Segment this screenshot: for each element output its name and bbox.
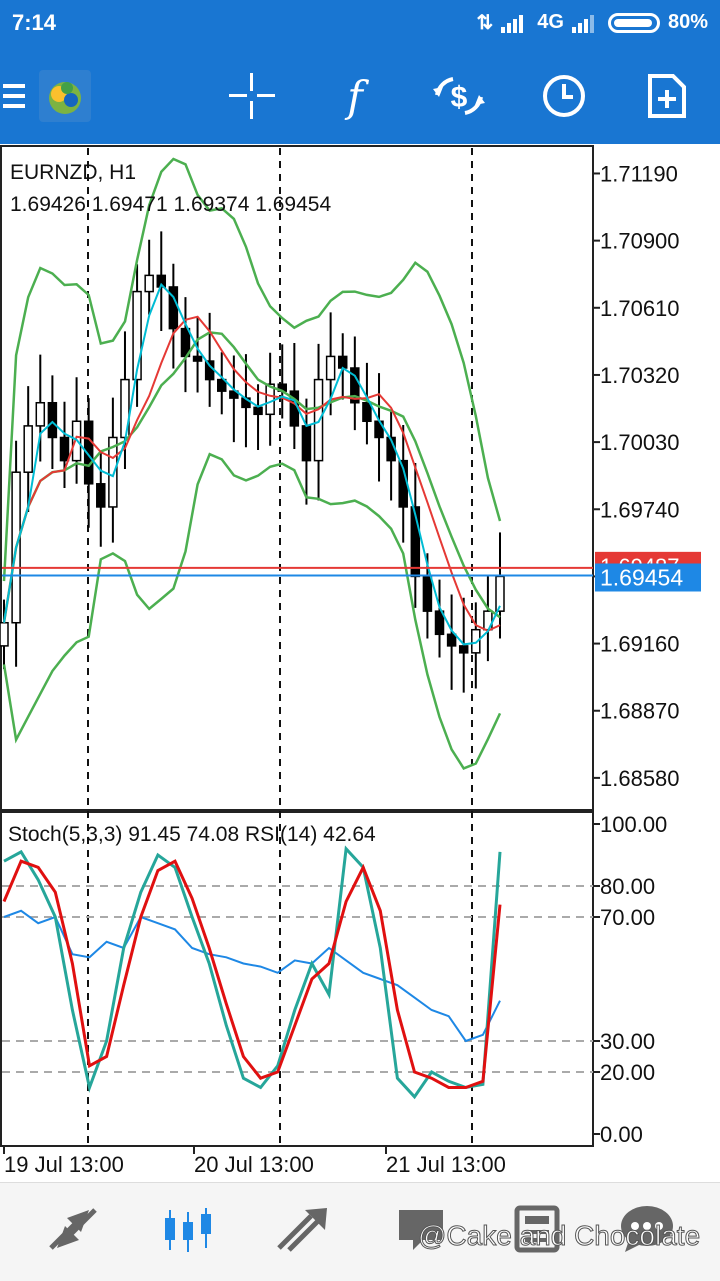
crosshair-icon[interactable] bbox=[217, 48, 287, 144]
candle bbox=[471, 628, 481, 654]
candle bbox=[217, 378, 227, 392]
oscillator-tick-label: 0.00 bbox=[600, 1122, 643, 1147]
candle bbox=[337, 355, 348, 369]
price-tick-label: 1.69740 bbox=[600, 497, 680, 522]
period-icon[interactable] bbox=[529, 48, 599, 144]
candle bbox=[108, 436, 118, 508]
messages-icon[interactable] bbox=[612, 1199, 682, 1259]
symbol-label: EURNZD, H1 bbox=[10, 161, 136, 184]
candle bbox=[362, 401, 372, 423]
candle bbox=[96, 483, 106, 508]
ohlc-label: 1.69426 1.69471 1.69374 1.69454 bbox=[10, 193, 331, 216]
battery-icon bbox=[607, 12, 660, 33]
price-tick-label: 1.70610 bbox=[600, 296, 680, 321]
clock-time: 7:14 bbox=[12, 10, 57, 35]
bid-price-label: 1.69454 bbox=[600, 564, 683, 590]
svg-text:$: $ bbox=[451, 81, 468, 114]
candle bbox=[253, 406, 263, 416]
oscillator-tick-label: 20.00 bbox=[600, 1060, 655, 1085]
oscillator-tick-label: 100.00 bbox=[600, 812, 667, 837]
app-logo[interactable] bbox=[30, 48, 100, 144]
bollinger-upper-line bbox=[2, 157, 502, 582]
candle bbox=[0, 621, 9, 647]
time-tick-label: 21 Jul 13:00 bbox=[386, 1152, 506, 1177]
price-tick-label: 1.68580 bbox=[600, 766, 680, 791]
candle bbox=[59, 436, 70, 462]
oscillator-tick-label: 30.00 bbox=[600, 1029, 655, 1054]
status-bar: 7:14 ⇅ 4G 80% bbox=[0, 0, 720, 48]
quotes-icon[interactable] bbox=[38, 1199, 108, 1259]
moving-average-fast bbox=[3, 282, 501, 646]
candle bbox=[132, 290, 142, 381]
chart-area[interactable]: 1.71190 1.70900 1.70610 1.70320 1.70030 1.697… bbox=[0, 144, 720, 1180]
bottom-navigation bbox=[0, 1182, 720, 1281]
trade-nav-icon[interactable] bbox=[268, 1199, 338, 1259]
candle bbox=[23, 425, 33, 473]
candle bbox=[83, 420, 94, 485]
price-tick-label: 1.68870 bbox=[600, 699, 680, 724]
candle bbox=[47, 401, 58, 439]
rsi-line bbox=[3, 909, 501, 1043]
candle bbox=[204, 360, 215, 381]
candle bbox=[446, 633, 457, 647]
oscillator-label: Stoch(5,3,3) 91.45 74.08 RSI(14) 42.64 bbox=[8, 823, 376, 846]
candle bbox=[301, 425, 312, 462]
trade-icon[interactable]: $ bbox=[424, 48, 494, 144]
bid-price-tag bbox=[595, 563, 701, 592]
news-icon[interactable] bbox=[500, 1199, 570, 1259]
candle bbox=[325, 355, 336, 381]
price-tick-label: 1.69160 bbox=[600, 632, 680, 657]
status-icons: ⇅ 4G 80% bbox=[477, 10, 708, 35]
price-tick-label: 1.70320 bbox=[600, 363, 680, 388]
stochastic-main-line bbox=[3, 845, 502, 1100]
price-tick-label: 1.70030 bbox=[600, 430, 680, 455]
chart-icon[interactable] bbox=[154, 1199, 224, 1259]
oscillator-frame bbox=[0, 811, 594, 1147]
signal-icon-2 bbox=[571, 13, 600, 33]
candle bbox=[192, 355, 203, 362]
history-icon[interactable] bbox=[386, 1199, 456, 1259]
watermark-text: @Cake and Chocolate bbox=[417, 1220, 701, 1252]
price-tick-label: 1.71190 bbox=[600, 161, 678, 186]
menu-icon[interactable] bbox=[0, 48, 50, 144]
price-tick-label: 1.70900 bbox=[600, 229, 680, 254]
moving-average-slow bbox=[3, 315, 501, 632]
battery-percent: 80% bbox=[667, 11, 708, 33]
indicators-icon[interactable]: f bbox=[347, 71, 363, 121]
candle bbox=[434, 610, 445, 636]
signal-icon bbox=[501, 13, 529, 33]
candle bbox=[458, 645, 469, 654]
time-tick-label: 20 Jul 13:00 bbox=[194, 1152, 314, 1177]
price-chart[interactable]: 1.71190 1.70900 1.70610 1.70320 1.70030 1.697… bbox=[0, 144, 720, 1180]
network-type: 4G bbox=[537, 11, 564, 33]
oscillator-tick-label: 80.00 bbox=[600, 874, 655, 899]
candle bbox=[422, 575, 433, 612]
candle bbox=[35, 401, 46, 427]
candle bbox=[350, 367, 360, 404]
bollinger-lower-line bbox=[2, 452, 502, 770]
time-tick-label: 19 Jul 13:00 bbox=[4, 1152, 124, 1177]
candle bbox=[229, 390, 239, 399]
stochastic-signal-line bbox=[2, 859, 502, 1089]
candle bbox=[144, 274, 154, 293]
add-chart-icon[interactable] bbox=[632, 48, 702, 144]
bollinger-middle-line bbox=[2, 331, 501, 623]
oscillator-tick-label: 70.00 bbox=[600, 905, 655, 930]
data-transfer-icon: ⇅ bbox=[476, 12, 494, 34]
chart-toolbar: f $ bbox=[0, 48, 720, 144]
